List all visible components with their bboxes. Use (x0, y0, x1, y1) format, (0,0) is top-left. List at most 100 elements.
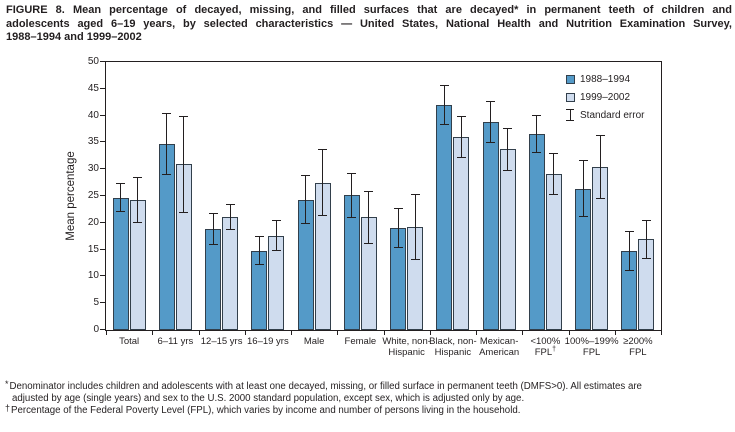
category-label: Male (303, 336, 325, 347)
error-bar-cap-bottom (225, 229, 235, 231)
error-bar-line (305, 175, 307, 225)
x-tick-mark (661, 331, 662, 335)
error-bar (208, 212, 218, 245)
y-tick-label: 35 (87, 136, 99, 148)
error-bar-cap-top (595, 134, 605, 136)
y-tick-label: 0 (93, 324, 99, 335)
y-tick-label: 30 (87, 163, 99, 175)
error-bar (410, 194, 420, 260)
legend-label-1988-1994: 1988–1994 (580, 73, 631, 85)
x-tick-mark (614, 331, 616, 335)
category-label: Black, non- Hispanic (429, 336, 477, 358)
error-bar (393, 208, 403, 248)
error-bar-line (166, 113, 168, 175)
error-bar-cap-top (456, 116, 466, 118)
error-bar-cap-top (301, 175, 311, 177)
error-bar-line (137, 176, 139, 223)
x-tick-mark (476, 331, 477, 335)
bar-1988-1994 (482, 122, 499, 330)
y-tick-mark (100, 222, 105, 223)
error-bar-cap-bottom (578, 216, 588, 218)
error-bar-cap-bottom (318, 215, 328, 217)
footnote-marker: † (5, 402, 11, 413)
y-tick-label: 45 (87, 82, 99, 94)
error-bar-cap-top (133, 176, 143, 178)
bar-1999-2002 (499, 149, 516, 330)
error-bar (456, 116, 466, 158)
category-label: ≥200% FPL (623, 336, 653, 358)
error-bar-cap-bottom (393, 246, 403, 248)
footnote-text: Denominator includes children and adoles… (9, 381, 642, 392)
error-bar-line (351, 172, 353, 218)
error-bar (439, 84, 449, 126)
error-bar-cap-top (486, 101, 496, 103)
error-bar-cap-top (254, 236, 264, 238)
legend-item-1999-2002: 1999–2002 (566, 88, 644, 106)
error-bar (318, 148, 328, 217)
error-bar-cap-bottom (456, 156, 466, 158)
error-bar-cap-bottom (641, 258, 651, 260)
error-bar-line (120, 183, 122, 213)
legend-item-standard-error: Standard error (566, 106, 644, 124)
y-tick-mark (100, 302, 105, 303)
y-tick-mark (100, 195, 105, 196)
footnote-marker: * (5, 379, 9, 389)
error-bar-cap-bottom (162, 173, 172, 175)
error-bar-cap-bottom (208, 243, 218, 245)
x-tick-mark (568, 331, 570, 335)
y-tick-label: 25 (87, 190, 99, 201)
error-bar-cap-bottom (486, 141, 496, 143)
x-tick-mark (429, 331, 431, 335)
error-bar-icon (566, 109, 574, 121)
category-label: 12–15 yrs (200, 336, 243, 347)
x-tick-mark (198, 331, 200, 335)
title-line-1: FIGURE 8. Mean percentage of decayed, mi… (6, 4, 732, 16)
error-bar (271, 220, 281, 252)
error-bar (179, 116, 189, 213)
error-bar-line (368, 190, 370, 245)
error-bar-cap-bottom (133, 221, 143, 223)
bar-1988-1994 (436, 104, 453, 330)
title-line-3: 1988–1994 and 1999–2002 (6, 31, 142, 44)
x-tick-mark (337, 331, 339, 335)
error-bar-cap-bottom (624, 270, 634, 272)
title-line-2: adolescents aged 6–19 years, by selected… (6, 17, 732, 30)
error-bar-cap-bottom (254, 264, 264, 266)
error-bar-cap-top (208, 212, 218, 214)
error-bar (595, 134, 605, 200)
y-tick-label: 20 (87, 216, 99, 228)
error-bar (532, 114, 542, 154)
y-tick-label: 15 (87, 243, 99, 255)
error-bar-line (258, 236, 260, 266)
legend-swatch-1999-2002 (566, 92, 575, 102)
error-bar (347, 172, 357, 218)
error-bar-line (212, 212, 214, 245)
error-bar-cap-top (624, 231, 634, 233)
error-bar-cap-top (503, 127, 513, 129)
error-bar-cap-top (364, 190, 374, 192)
error-bar-line (443, 84, 445, 126)
error-bar-cap-top (225, 203, 235, 205)
error-bar-cap-top (347, 172, 357, 174)
error-bar (116, 183, 126, 213)
error-bar (301, 175, 311, 225)
category-label: Mexican- American (479, 336, 520, 358)
error-bar-cap-bottom (116, 211, 126, 213)
error-bar-cap-top (162, 113, 172, 115)
legend-item-1988-1994: 1988–1994 (566, 70, 644, 88)
x-tick-mark (106, 331, 107, 335)
category-label: White, non- Hispanic (382, 336, 431, 358)
error-bar-cap-top (318, 148, 328, 150)
category-label: 100%–199% FPL (564, 336, 619, 358)
y-tick-mark (100, 275, 105, 276)
error-bar-line (275, 220, 277, 252)
y-tick-label: 40 (87, 109, 99, 121)
error-bar (254, 236, 264, 266)
y-tick-mark (100, 61, 105, 62)
error-bar-line (460, 116, 462, 158)
error-bar-cap-top (578, 159, 588, 161)
legend-label-1999-2002: 1999–2002 (580, 91, 631, 103)
error-bar (503, 127, 513, 171)
error-bar-cap-bottom (410, 258, 420, 260)
error-bar-cap-bottom (503, 169, 513, 171)
